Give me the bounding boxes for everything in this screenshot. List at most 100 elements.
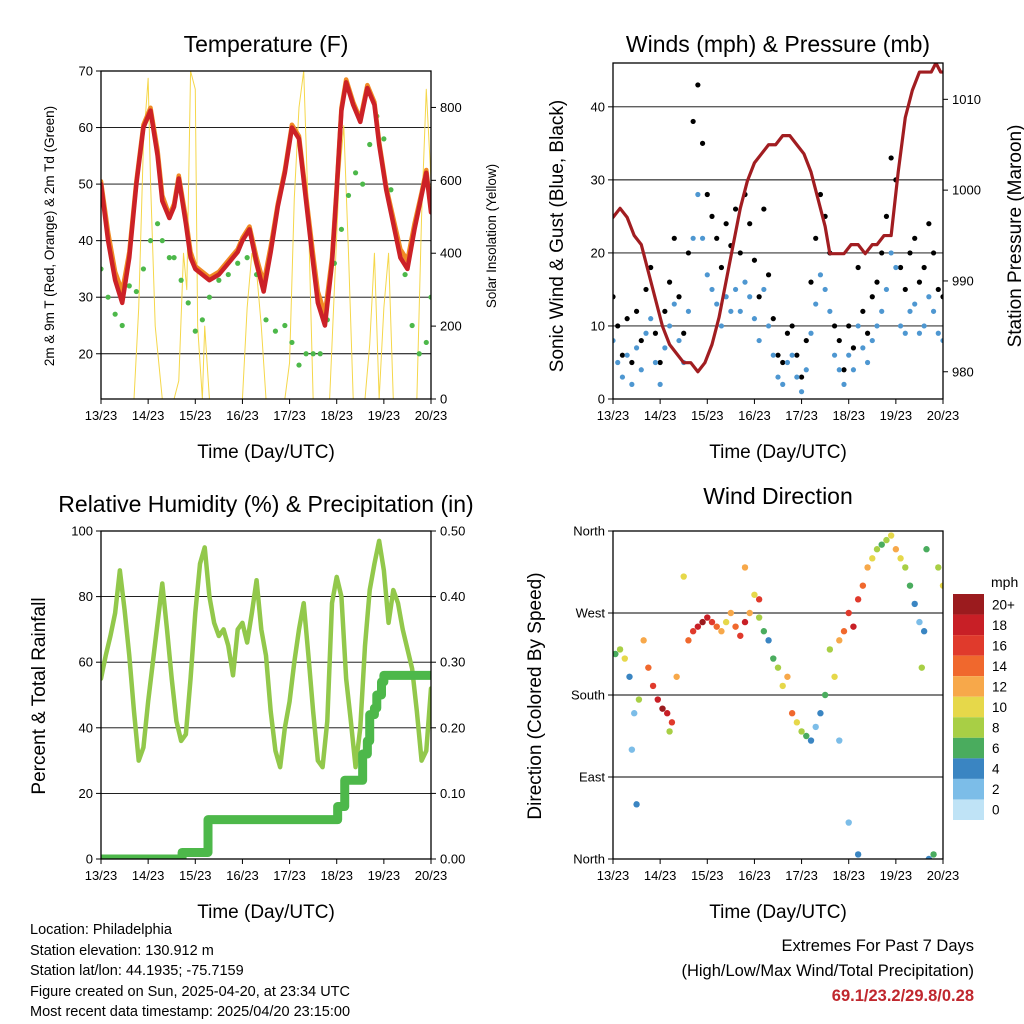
winds-point (615, 323, 621, 329)
winds-point (652, 359, 659, 366)
winds-xtick-label: 17/23 (785, 408, 818, 423)
direction-point (788, 710, 796, 717)
direction-point (836, 637, 843, 644)
recent-timestamp-text: Most recent data timestamp: 2025/04/20 2… (30, 1004, 351, 1020)
direction-point (685, 637, 692, 644)
direction-point (784, 673, 791, 680)
winds-point (662, 308, 668, 314)
temperature-y2tick-label: 400 (440, 246, 462, 261)
winds-point (822, 286, 828, 293)
humidity-ytick-label: 20 (79, 786, 93, 801)
winds-point (897, 264, 904, 271)
direction-point (840, 628, 848, 635)
direction-point (821, 691, 829, 699)
legend-label: 16 (992, 638, 1007, 653)
temperature-point (126, 283, 132, 289)
legend-label: 4 (992, 762, 1000, 777)
direction-point (854, 596, 862, 603)
direction-point (883, 536, 890, 544)
temperature-ytick-label: 50 (79, 177, 93, 192)
humidity-xtick-label: 15/23 (179, 868, 212, 883)
winds-frame (612, 62, 944, 400)
winds-line (613, 63, 943, 374)
temperature-series-2m-t (101, 80, 431, 328)
direction-point (621, 655, 628, 662)
winds-point (657, 359, 663, 366)
winds-point (921, 264, 927, 271)
winds-point (718, 323, 725, 329)
humidity-xtick-label: 20/23 (415, 868, 448, 883)
direction-xtick-label: 19/23 (880, 868, 913, 883)
winds-point (676, 337, 682, 344)
direction-point (779, 682, 786, 690)
direction-point (727, 609, 735, 617)
temperature-point (216, 277, 222, 283)
direction-point (755, 596, 763, 603)
direction-points (613, 532, 943, 859)
temperature-point (367, 141, 373, 148)
winds-point (869, 337, 875, 344)
temperature-ytick-label: 30 (79, 290, 93, 305)
winds-point (633, 308, 640, 314)
winds-point (803, 337, 809, 344)
winds-xtick-label: 15/23 (691, 408, 724, 423)
temperature-panel: Temperature (F) Time (Day/UTC) 2m & 9m T… (42, 31, 499, 463)
direction-point (826, 646, 834, 653)
direction-point (722, 618, 730, 626)
winds-ytick-label: 10 (591, 318, 605, 333)
legend-swatch (953, 717, 984, 738)
winds-point (619, 352, 626, 358)
winds-point (747, 221, 753, 227)
direction-point (920, 628, 928, 635)
legend-label: 18 (992, 618, 1007, 633)
winds-point (714, 235, 720, 241)
winds-point (671, 235, 677, 241)
temperature-point (317, 351, 323, 357)
legend-label: 6 (992, 741, 1000, 756)
humidity-ylabel-left: Percent & Total Rainfall (29, 597, 50, 794)
temperature-y2tick-label: 0 (440, 392, 447, 407)
direction-point (836, 737, 843, 744)
direction-point (633, 801, 640, 808)
temperature-point (206, 294, 213, 300)
temperature-point (310, 351, 316, 357)
temperature-point (185, 300, 191, 306)
winds-point (850, 345, 857, 351)
humidity-line (101, 670, 431, 859)
direction-xtick-label: 16/23 (738, 868, 771, 883)
winds-point (685, 308, 692, 314)
direction-ylabel-left: Direction (Colored By Speed) (525, 572, 546, 819)
legend-label: 2 (992, 782, 1000, 797)
station-info: Location: Philadelphia Station elevation… (30, 920, 350, 1023)
direction-point (864, 564, 871, 571)
winds-point (699, 235, 706, 241)
winds-point (648, 264, 654, 271)
direction-point (850, 623, 857, 630)
temperature-ytick-label: 40 (79, 233, 93, 248)
winds-point (784, 330, 791, 336)
winds-title: Winds (mph) & Pressure (mb) (626, 31, 930, 57)
temperature-y2tick-label: 800 (440, 100, 462, 115)
winds-point (907, 308, 913, 314)
legend-swatch (953, 778, 984, 800)
winds-point (813, 235, 819, 241)
winds-series-gust (613, 82, 943, 380)
winds-point (638, 337, 644, 344)
winds-point (912, 301, 918, 307)
legend-swatch (953, 594, 984, 615)
direction-point (831, 673, 838, 680)
temperature-point (225, 271, 231, 278)
temperature-point (388, 187, 394, 193)
winds-point (671, 301, 677, 307)
direction-point (878, 541, 885, 548)
direction-ytick-label: North (573, 852, 605, 867)
winds-ylabel-left: Sonic Wind & Gust (Blue, Black) (547, 100, 568, 372)
winds-point (808, 279, 814, 285)
direction-point (887, 532, 895, 539)
legend-label: 10 (992, 700, 1007, 715)
winds-point (916, 279, 923, 285)
winds-point (846, 323, 852, 329)
direction-point (803, 732, 810, 740)
winds-point (704, 272, 710, 278)
humidity-panel: Relative Humidity (%) & Precipitation (i… (29, 491, 474, 923)
